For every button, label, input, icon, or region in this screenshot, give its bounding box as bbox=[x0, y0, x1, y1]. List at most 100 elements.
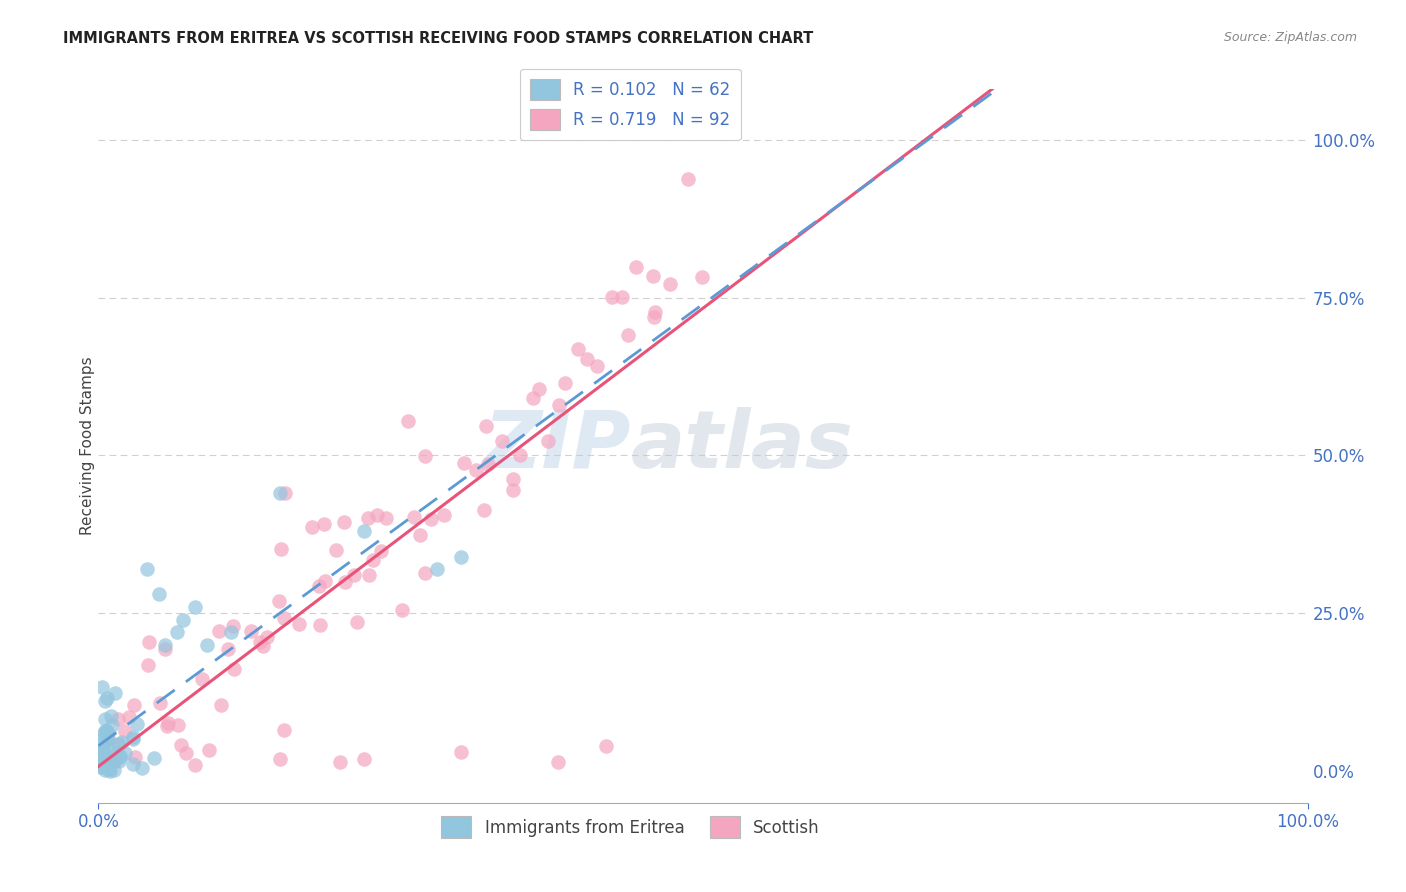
Point bbox=[90, 760, 112, 774]
Point bbox=[269, 486, 291, 500]
Point bbox=[100, 717, 122, 731]
Point bbox=[118, 710, 141, 724]
Point bbox=[91, 755, 114, 769]
Point bbox=[252, 639, 274, 653]
Point bbox=[97, 726, 120, 740]
Point bbox=[97, 762, 120, 776]
Point bbox=[240, 624, 263, 638]
Point bbox=[105, 746, 128, 760]
Point bbox=[391, 603, 413, 617]
Point bbox=[617, 328, 640, 343]
Point bbox=[96, 723, 118, 738]
Point bbox=[586, 359, 609, 374]
Point bbox=[98, 748, 121, 763]
Point bbox=[329, 755, 352, 769]
Point bbox=[547, 755, 569, 769]
Point bbox=[575, 352, 598, 367]
Point bbox=[274, 486, 297, 500]
Point bbox=[353, 751, 375, 765]
Point bbox=[221, 625, 243, 640]
Point bbox=[153, 638, 176, 652]
Point bbox=[643, 269, 665, 284]
Point bbox=[332, 515, 354, 529]
Point bbox=[114, 746, 136, 760]
Point bbox=[94, 724, 117, 739]
Point bbox=[108, 737, 131, 751]
Point bbox=[98, 764, 121, 778]
Point bbox=[509, 449, 531, 463]
Point bbox=[222, 662, 245, 676]
Point bbox=[450, 549, 472, 564]
Point bbox=[142, 750, 165, 764]
Point bbox=[288, 617, 311, 632]
Point bbox=[157, 715, 180, 730]
Point bbox=[107, 737, 129, 751]
Point bbox=[103, 763, 125, 777]
Point bbox=[197, 743, 219, 757]
Point bbox=[97, 734, 120, 748]
Point bbox=[93, 741, 115, 756]
Point bbox=[475, 418, 498, 433]
Point bbox=[97, 755, 120, 769]
Point bbox=[643, 310, 665, 324]
Point bbox=[89, 747, 111, 762]
Point bbox=[600, 290, 623, 304]
Point bbox=[107, 713, 129, 727]
Point bbox=[491, 434, 513, 448]
Point bbox=[97, 750, 120, 764]
Point bbox=[195, 638, 218, 652]
Point bbox=[90, 680, 112, 694]
Point bbox=[676, 172, 699, 186]
Point bbox=[353, 524, 375, 539]
Point bbox=[404, 510, 426, 524]
Point bbox=[314, 574, 336, 588]
Point bbox=[103, 754, 125, 768]
Point bbox=[122, 730, 145, 744]
Point bbox=[217, 642, 239, 657]
Point bbox=[138, 634, 160, 648]
Point bbox=[135, 562, 157, 576]
Point bbox=[413, 450, 436, 464]
Point bbox=[131, 761, 153, 775]
Point bbox=[419, 512, 441, 526]
Point bbox=[89, 750, 111, 764]
Point bbox=[111, 735, 134, 749]
Y-axis label: Receiving Food Stamps: Receiving Food Stamps bbox=[80, 357, 94, 535]
Point bbox=[174, 746, 197, 760]
Point bbox=[537, 434, 560, 449]
Point bbox=[366, 508, 388, 522]
Point bbox=[450, 745, 472, 759]
Point bbox=[94, 723, 117, 738]
Point bbox=[122, 698, 145, 712]
Point bbox=[346, 615, 368, 629]
Point bbox=[121, 732, 143, 747]
Point bbox=[136, 658, 159, 673]
Point bbox=[184, 600, 207, 615]
Point bbox=[190, 672, 212, 686]
Point bbox=[91, 736, 114, 750]
Point bbox=[156, 719, 179, 733]
Point bbox=[477, 457, 499, 471]
Point bbox=[314, 516, 336, 531]
Point bbox=[432, 508, 454, 523]
Point bbox=[658, 277, 681, 291]
Point bbox=[170, 738, 193, 752]
Point bbox=[301, 520, 323, 534]
Point bbox=[148, 587, 170, 601]
Point bbox=[93, 726, 115, 740]
Point bbox=[472, 503, 495, 517]
Point bbox=[502, 472, 524, 486]
Point bbox=[100, 709, 122, 723]
Point bbox=[374, 510, 396, 524]
Point bbox=[209, 698, 232, 713]
Point bbox=[453, 456, 475, 470]
Point bbox=[153, 642, 176, 657]
Point bbox=[149, 696, 172, 710]
Point bbox=[567, 343, 589, 357]
Point bbox=[361, 553, 384, 567]
Point bbox=[104, 685, 127, 699]
Point bbox=[166, 718, 188, 732]
Point bbox=[114, 724, 136, 739]
Point bbox=[222, 619, 245, 633]
Point bbox=[547, 398, 569, 412]
